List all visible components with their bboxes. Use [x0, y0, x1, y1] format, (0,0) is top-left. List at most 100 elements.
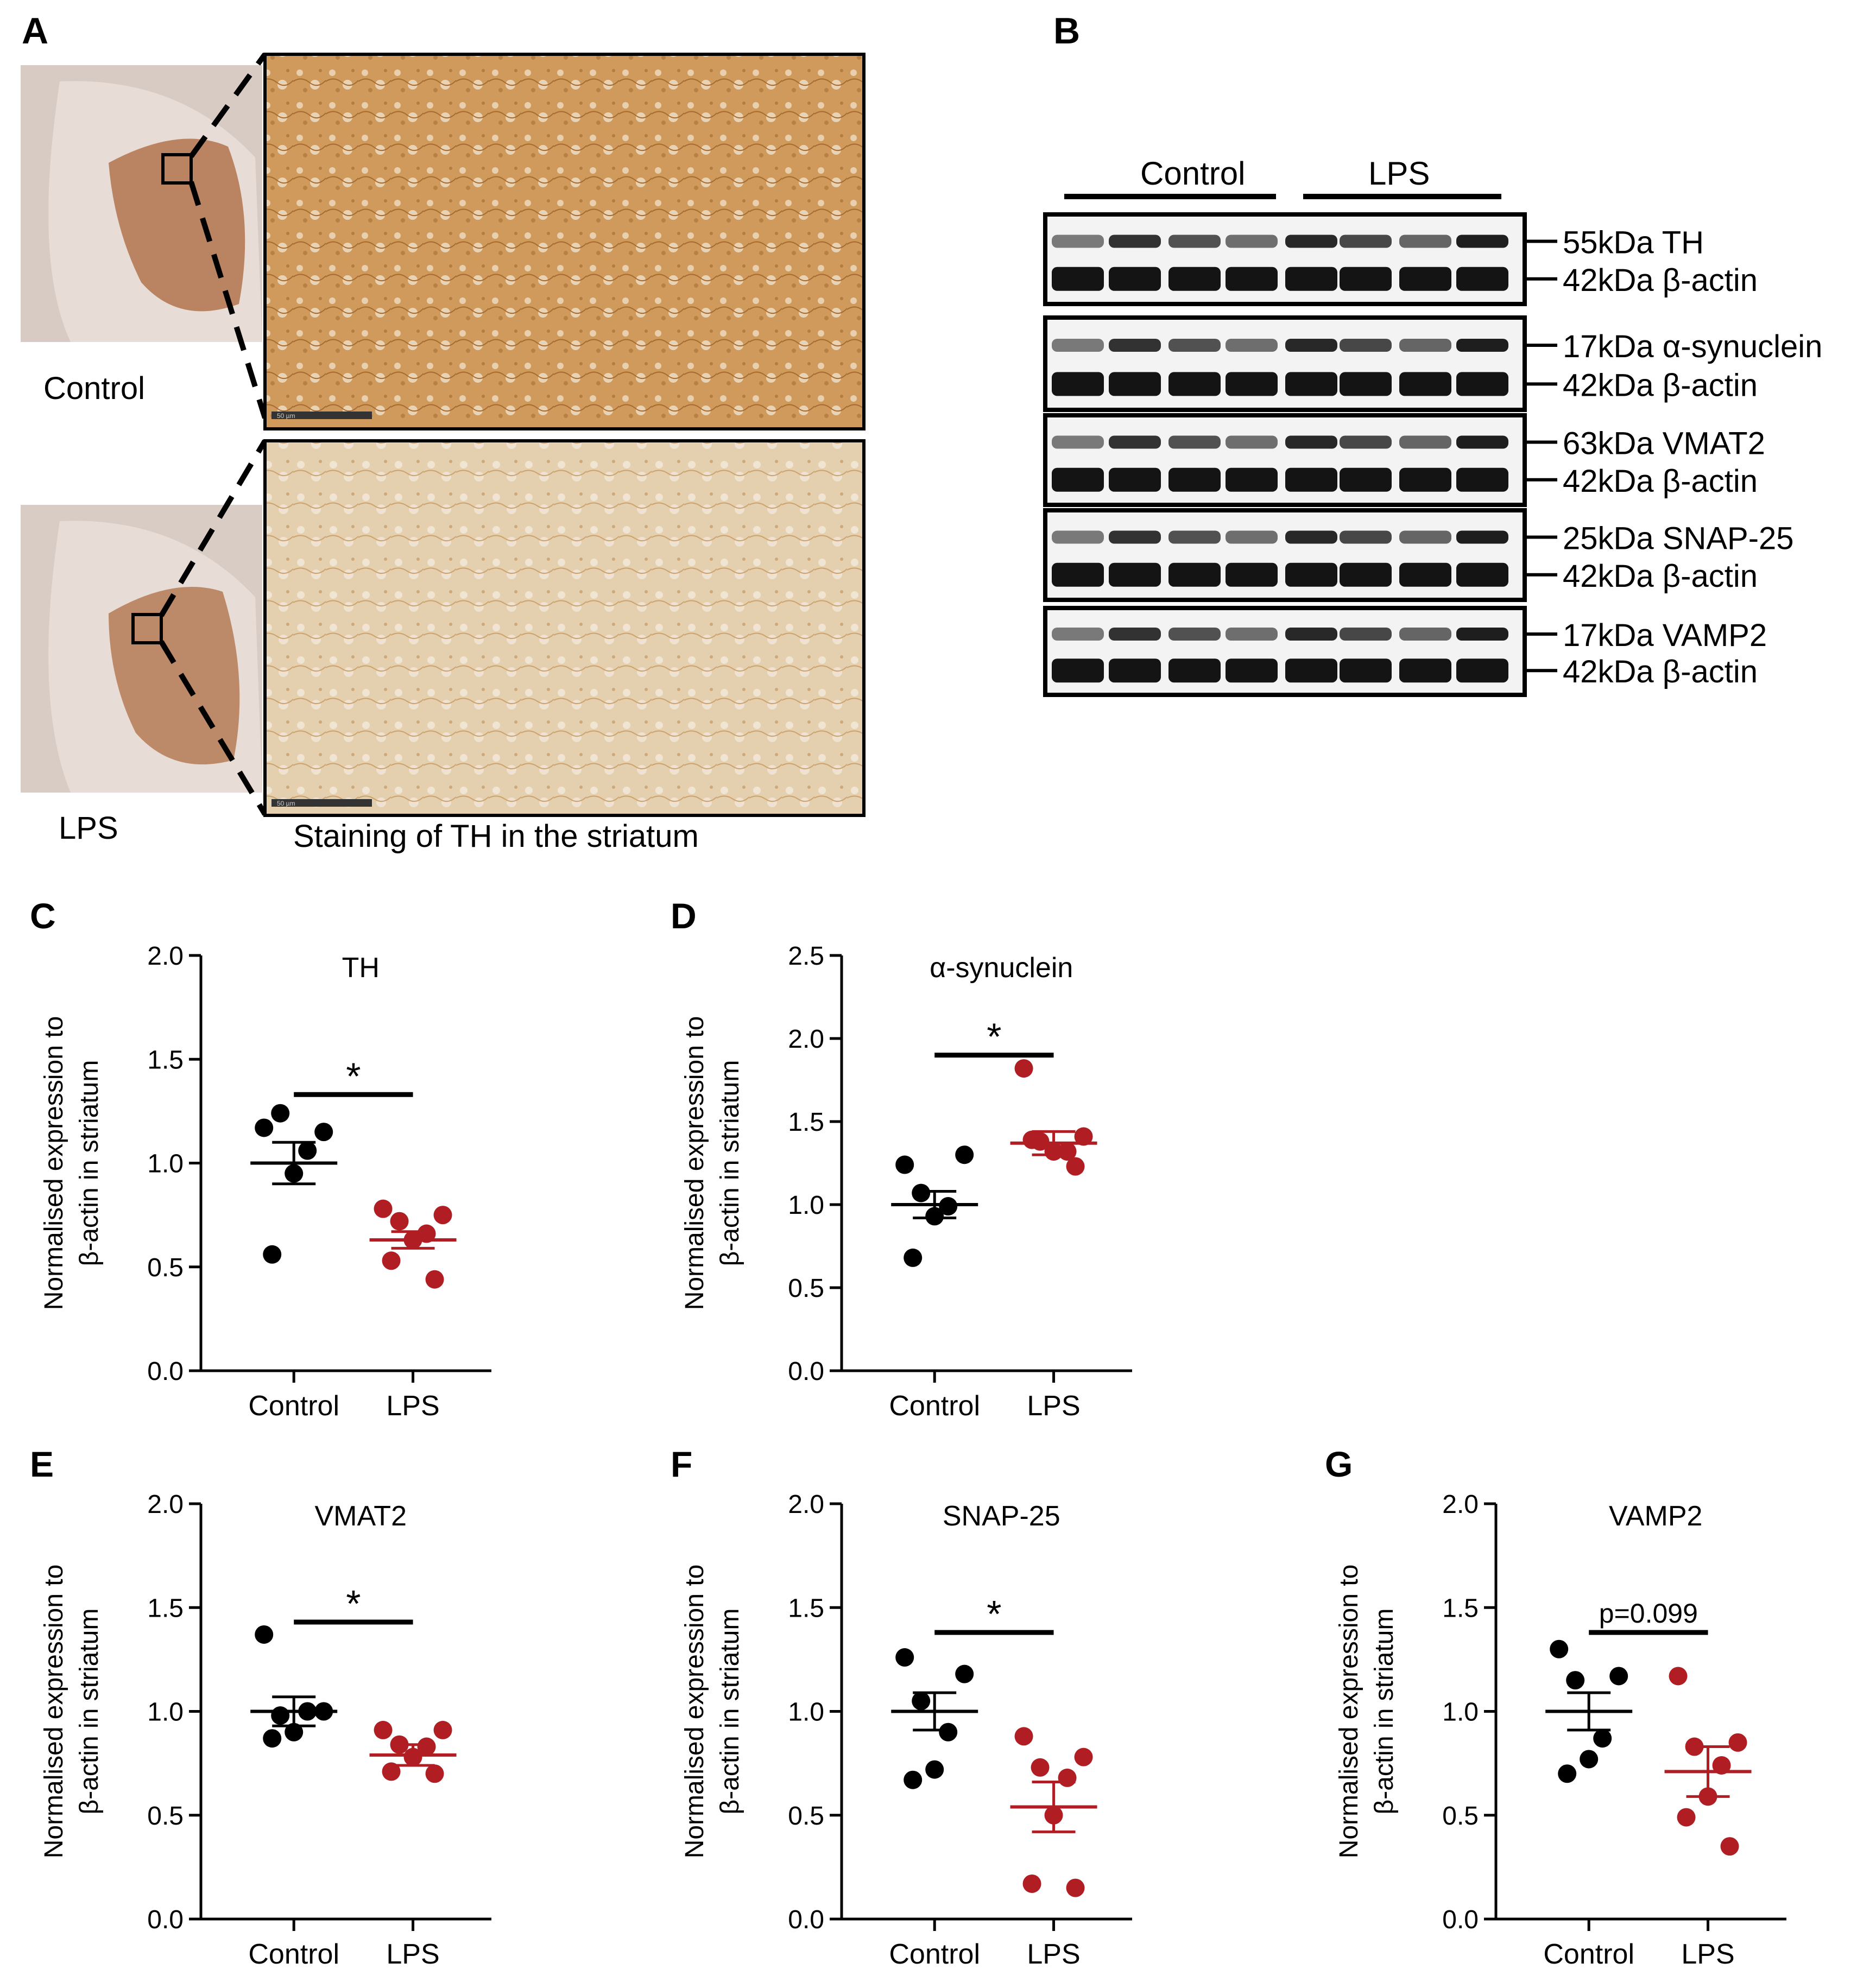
blot-band [1052, 530, 1104, 544]
y-axis-label-line-2: β-actin in striatum [75, 1060, 104, 1267]
blot-band [1456, 267, 1508, 291]
lps-zoom-box [131, 613, 163, 644]
data-point [904, 1248, 923, 1267]
y-tick-label: 1.5 [788, 1594, 824, 1623]
data-point [271, 1706, 290, 1725]
data-point [271, 1104, 290, 1123]
blot-band [1340, 267, 1392, 291]
blot-row-label: 25kDa SNAP-25 [1563, 521, 1794, 556]
data-point [1669, 1667, 1688, 1686]
blot-band [1168, 267, 1221, 291]
data-point [1609, 1667, 1628, 1686]
y-tick-label: 1.0 [147, 1698, 184, 1727]
blot-group-lps: LPS [1368, 155, 1430, 192]
y-tick-label: 0.5 [788, 1274, 824, 1303]
blot-band [1285, 530, 1337, 544]
x-tick-label: Control [248, 1939, 339, 1970]
chart-panel-c: C TH Normalised expression to β-actin in st… [30, 896, 491, 1422]
y-tick-label: 0.5 [788, 1802, 824, 1831]
data-point [1074, 1747, 1093, 1766]
significance-label: * [346, 1582, 361, 1625]
y-tick-label: 2.0 [1442, 1490, 1479, 1519]
blot-band [1052, 372, 1104, 396]
data-point [1014, 1059, 1033, 1078]
blot-band [1226, 372, 1278, 396]
data-point [390, 1212, 409, 1231]
blot-row-label: 42kDa β-actin [1563, 559, 1758, 594]
blot-band [1456, 562, 1508, 587]
y-tick-label: 2.5 [788, 942, 824, 971]
blot-band [1052, 658, 1104, 683]
data-point [285, 1723, 304, 1742]
y-tick-label: 2.0 [788, 1025, 824, 1054]
y-tick-label: 1.0 [1442, 1698, 1479, 1727]
y-tick-label: 1.5 [1442, 1594, 1479, 1623]
lps-scale-label: 50 µm [277, 800, 295, 807]
x-tick-label: LPS [1027, 1939, 1080, 1970]
blot-band [1052, 267, 1104, 291]
blot-band [1109, 372, 1161, 396]
blot-band [1052, 435, 1104, 449]
blot-band [1109, 628, 1161, 641]
blot-band [1399, 467, 1451, 492]
data-point [1066, 1878, 1085, 1897]
blot-band [1340, 235, 1392, 248]
y-tick-label: 2.0 [147, 942, 184, 971]
y-tick-label: 1.0 [147, 1150, 184, 1179]
data-point [1566, 1671, 1585, 1690]
data-point [417, 1737, 436, 1756]
blot-band [1226, 467, 1278, 492]
blot-band [1168, 435, 1221, 449]
blot-band [1168, 562, 1221, 587]
y-tick-label: 0.0 [788, 1905, 824, 1934]
blot-band [1109, 267, 1161, 291]
blot-band [1399, 339, 1451, 352]
blot-band [1226, 658, 1278, 683]
blot-band [1285, 267, 1337, 291]
data-point [425, 1764, 444, 1783]
blot-band [1109, 435, 1161, 449]
blot-band [1285, 435, 1337, 449]
data-point [1014, 1727, 1033, 1746]
series-lps [1010, 1727, 1097, 1897]
data-point [255, 1118, 274, 1137]
x-tick-label: Control [1543, 1939, 1634, 1970]
blot-band [1340, 372, 1392, 396]
data-point [1058, 1768, 1077, 1787]
blot-band [1399, 628, 1451, 641]
blot-band [1168, 628, 1221, 641]
data-point [955, 1664, 974, 1683]
data-point [1677, 1808, 1696, 1827]
series-control [891, 1648, 978, 1789]
series-control [250, 1625, 338, 1748]
data-point [374, 1720, 393, 1739]
chart-title: α-synuclein [930, 952, 1073, 984]
y-axis-label-line-2: β-actin in striatum [716, 1609, 744, 1815]
blot-band [1109, 658, 1161, 683]
blot-band [1226, 339, 1278, 352]
data-point [904, 1770, 923, 1789]
panel-letter: D [671, 896, 697, 936]
panel-letter: E [30, 1444, 54, 1484]
data-point [298, 1141, 317, 1160]
lps-label: LPS [59, 810, 118, 846]
blot-band [1226, 562, 1278, 587]
blot-band [1109, 235, 1161, 248]
data-point [433, 1206, 452, 1225]
data-point [1593, 1729, 1612, 1748]
blot-band [1456, 658, 1508, 683]
lps-scale-bar [271, 799, 372, 807]
data-point [939, 1197, 958, 1216]
panel-letter: C [30, 896, 56, 936]
blot-band [1285, 658, 1337, 683]
data-point [1550, 1639, 1569, 1658]
x-tick-label: LPS [386, 1390, 439, 1422]
data-point [1066, 1157, 1085, 1176]
blot-band [1052, 467, 1104, 492]
blot-band [1340, 530, 1392, 544]
blot-band [1340, 339, 1392, 352]
